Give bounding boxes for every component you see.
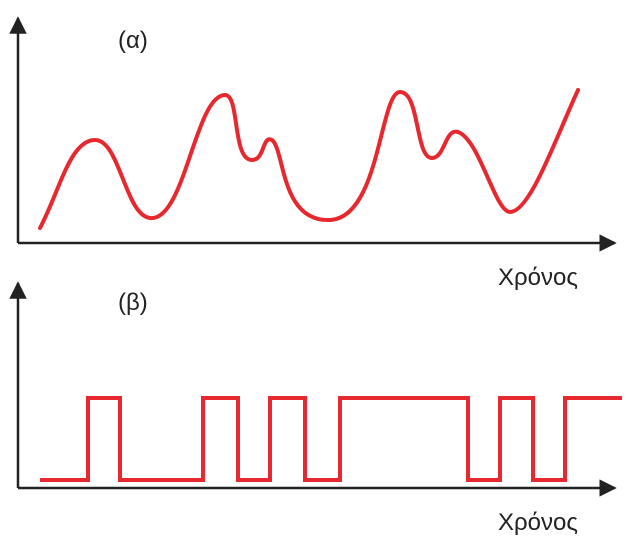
axis-label: Χρόνος (498, 264, 578, 291)
panel-digital: (β) Χρόνος (9, 281, 622, 536)
panel-label: (β) (118, 289, 148, 316)
analog-signal (38, 88, 580, 230)
panel-analog: (α) Χρόνος (9, 16, 617, 291)
digital-signal (40, 396, 622, 482)
axis-label: Χρόνος (498, 509, 578, 536)
panel-label: (α) (118, 27, 148, 54)
